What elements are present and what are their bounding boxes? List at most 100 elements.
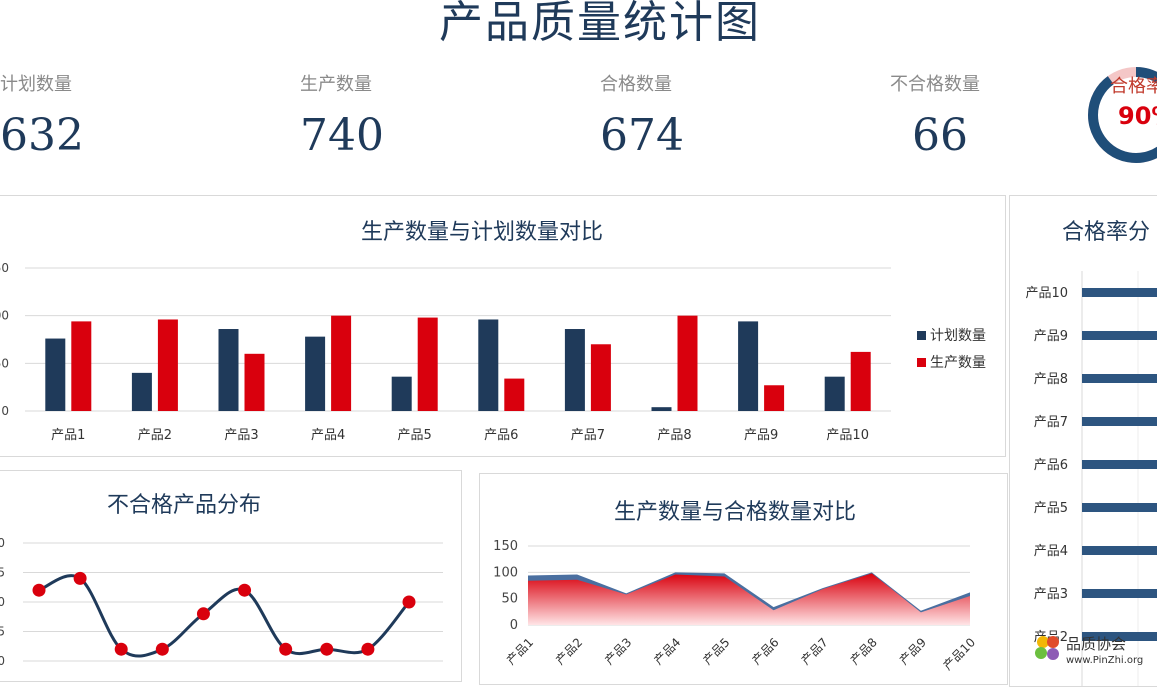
- watermark-petal: [1047, 648, 1059, 660]
- y-tick-label: 100: [493, 565, 518, 580]
- x-tick-label: 产品2: [553, 635, 585, 667]
- bar: [1082, 331, 1157, 340]
- pass-rate-chart-title: 合格率分: [1062, 220, 1151, 245]
- bar: [1082, 288, 1157, 297]
- x-tick-label: 产品10: [940, 635, 978, 673]
- bar: [1082, 503, 1157, 512]
- x-tick-label: 产品2: [138, 428, 172, 443]
- bar: [417, 317, 438, 411]
- x-tick-label: 产品4: [651, 635, 683, 667]
- data-point: [320, 642, 334, 656]
- x-tick-label: 产品5: [700, 635, 732, 667]
- area-chart-title: 生产数量与合格数量对比: [614, 500, 857, 525]
- kpi-plan-value: 632: [0, 110, 84, 161]
- data-point: [238, 583, 252, 597]
- y-tick-label: 0: [0, 654, 5, 668]
- page-title: 产品质量统计图: [439, 0, 761, 48]
- bar: [824, 376, 845, 411]
- x-tick-label: 产品6: [749, 635, 781, 667]
- defect-chart-title: 不合格产品分布: [107, 493, 262, 518]
- y-tick-label: 产品7: [1034, 415, 1068, 430]
- bar: [651, 407, 672, 411]
- pass-rate-arc: [1088, 67, 1157, 163]
- x-tick-label: 产品4: [311, 428, 345, 443]
- bar: [71, 321, 92, 411]
- defect-line-chart: 0 5 10 15 20: [0, 536, 443, 668]
- y-tick-label: 产品5: [1034, 501, 1068, 516]
- y-tick-label: 产品10: [1025, 286, 1068, 301]
- data-point: [114, 642, 128, 656]
- bar: [590, 344, 611, 411]
- pass-rate-value: 90%: [1118, 102, 1157, 130]
- bar: [504, 378, 525, 411]
- bar: [157, 319, 178, 411]
- bar: [131, 372, 152, 411]
- y-tick-label: 产品4: [1034, 544, 1068, 559]
- legend-swatch: [917, 331, 926, 340]
- bar: [1082, 460, 1157, 469]
- x-tick-label: 产品6: [484, 428, 518, 443]
- bar: [478, 319, 499, 411]
- area-chart-panel: 生产数量与合格数量对比 0 50 100 150 产品1 产品2 产品3 产品4 产品5 产品6 产…: [479, 473, 1008, 685]
- bar: [738, 321, 759, 411]
- bar: [331, 315, 352, 411]
- legend-swatch: [917, 358, 926, 367]
- y-tick-label: 产品8: [1034, 372, 1068, 387]
- data-point: [73, 571, 87, 585]
- watermark-petal: [1037, 636, 1049, 648]
- x-tick-label: 产品1: [504, 635, 536, 667]
- data-point: [402, 595, 416, 609]
- y-tick-label: 150: [0, 261, 9, 275]
- y-tick-label: 产品3: [1034, 587, 1068, 602]
- defect-chart-panel: 不合格产品分布 0 5 10 15 20: [0, 470, 462, 682]
- bar-chart-panel: 生产数量与计划数量对比 0 50 100 150 产品1 产品2 产品3 产品4 产品5 产品6 产…: [0, 195, 1006, 457]
- y-tick-label: 0: [510, 618, 518, 633]
- y-tick-label: 15: [0, 566, 5, 580]
- x-tick-label: 产品8: [848, 635, 880, 667]
- x-tick-label: 产品9: [744, 428, 778, 443]
- kpi-production-value: 740: [300, 110, 384, 161]
- bar: [764, 385, 785, 411]
- watermark-petal: [1035, 647, 1047, 659]
- bar: [1082, 374, 1157, 383]
- x-tick-label: 产品7: [571, 428, 605, 443]
- bar: [244, 353, 265, 411]
- bar: [1082, 589, 1157, 598]
- x-tick-label: 产品9: [897, 635, 929, 667]
- y-tick-label: 150: [493, 539, 518, 554]
- bar: [391, 376, 412, 411]
- bar: [305, 336, 326, 411]
- y-tick-label: 50: [501, 592, 518, 607]
- bar: [45, 338, 66, 411]
- watermark-name: 品质协会: [1066, 635, 1126, 653]
- x-tick-label: 产品3: [224, 428, 258, 443]
- x-tick-label: 产品8: [657, 428, 691, 443]
- kpi-defect-value: 66: [912, 110, 968, 161]
- bar: [1082, 632, 1157, 641]
- pass-rate-donut: 合格率 90%: [1088, 67, 1157, 163]
- x-tick-label: 产品5: [398, 428, 432, 443]
- bar: [564, 329, 585, 411]
- y-tick-label: 5: [0, 625, 5, 639]
- series-line: [38, 574, 411, 658]
- legend-label: 生产数量: [930, 355, 986, 371]
- y-tick-label: 100: [0, 309, 9, 323]
- y-tick-label: 20: [0, 536, 5, 550]
- x-tick-label: 产品3: [602, 635, 634, 667]
- area-chart: 0 50 100 150 产品1 产品2 产品3 产品4 产品5 产品6 产品7 产品8 产品9 产品10: [493, 539, 978, 673]
- kpi-defect-label: 不合格数量: [890, 74, 980, 95]
- bar: [850, 351, 871, 411]
- kpi-production-label: 生产数量: [300, 74, 372, 95]
- bar: [677, 315, 698, 411]
- y-tick-label: 50: [0, 356, 9, 370]
- data-point: [361, 642, 375, 656]
- data-point: [279, 642, 293, 656]
- bar: [1082, 546, 1157, 555]
- data-point: [196, 607, 210, 621]
- area-series-qualified: [528, 573, 970, 625]
- x-tick-label: 产品1: [51, 428, 85, 443]
- pass-rate-chart-panel: 合格率分 产品10产品9产品8产品7产品6产品5产品4产品3产品2: [1009, 195, 1157, 687]
- y-tick-label: 产品6: [1034, 458, 1068, 473]
- kpi-qualified-label: 合格数量: [600, 74, 672, 95]
- data-point: [32, 583, 46, 597]
